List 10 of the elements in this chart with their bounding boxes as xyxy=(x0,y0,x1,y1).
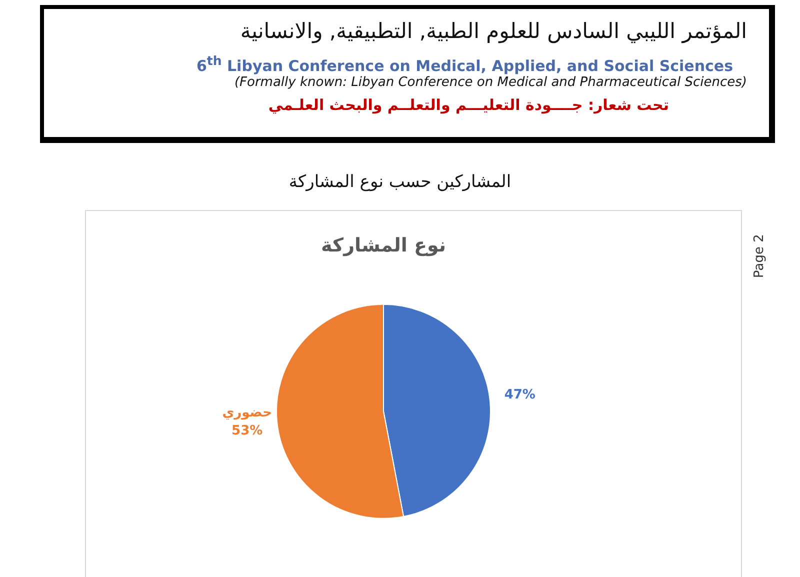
text: 6$^{th}$ Libyan Conference on Medical, Applied, and Social Sciences xyxy=(196,53,733,75)
text: المشاركين حسب نوع المشاركة xyxy=(288,172,512,192)
chart-title: نوع المشاركة xyxy=(320,234,446,256)
slice-label: حضوري xyxy=(222,405,272,420)
data-label: 47% xyxy=(504,388,536,403)
data-label: 53% xyxy=(232,423,263,438)
text: (Formally known: Libyan Conference on Medical and Pharmaceutical Sciences) xyxy=(234,75,747,90)
text: تحت شعار: جــــودة التعليـــم والتعلــم والبحث العلـمي xyxy=(268,96,669,114)
text: المؤتمر الليبي السادس للعلوم الطبية, التطبيقية, والانسانية xyxy=(240,19,747,43)
text: Page 2 xyxy=(752,233,768,278)
